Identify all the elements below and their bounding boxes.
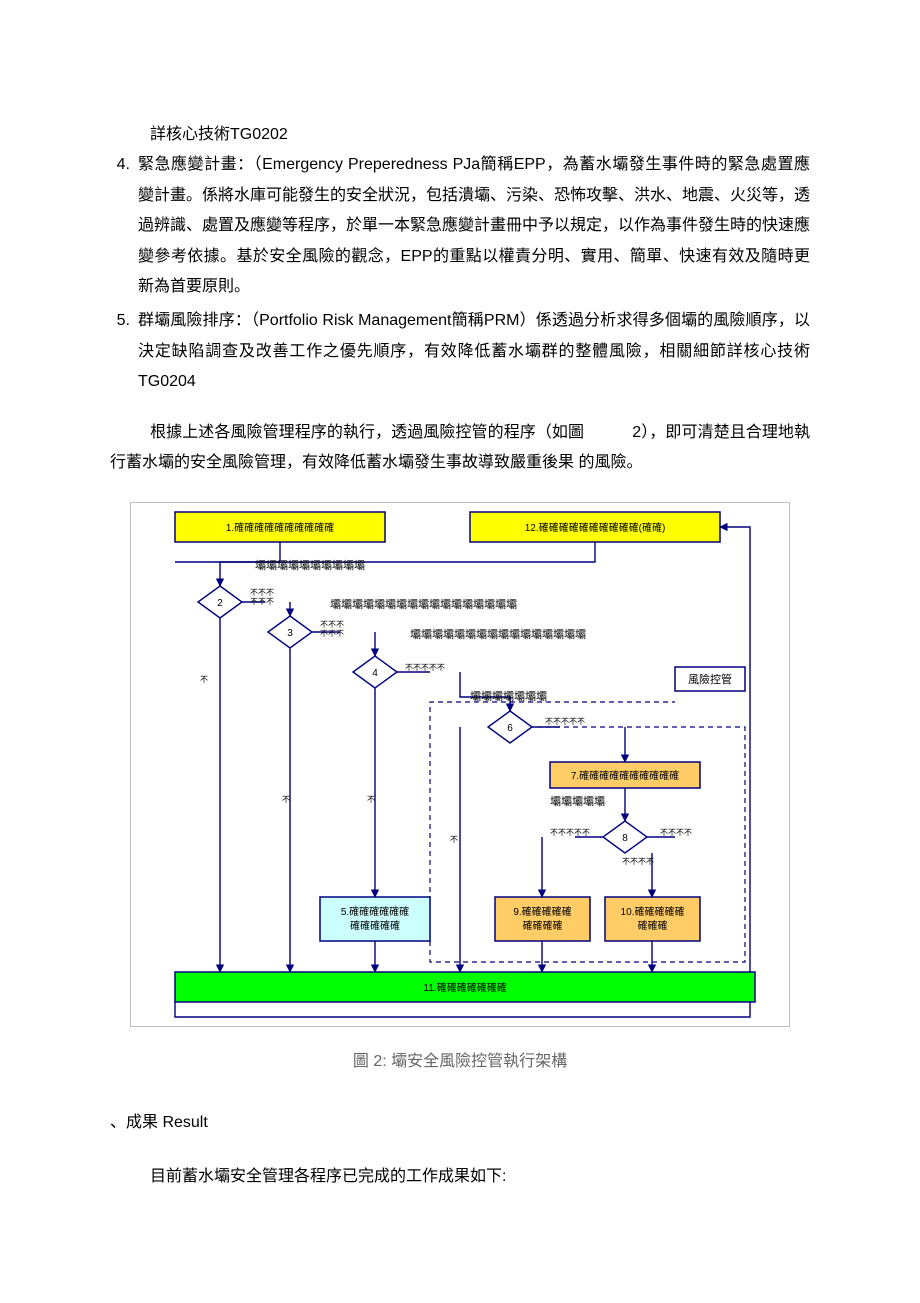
svg-text:不: 不 xyxy=(367,795,375,804)
list-item: 5. 群壩風險排序：（Portfolio Risk Management簡稱PR… xyxy=(110,306,810,397)
flowchart-svg: 1.確確確確確確確確確確 12.確確確確確確確確確確(確確) 風險控管 7.確確確確確… xyxy=(130,502,790,1027)
svg-text:不: 不 xyxy=(200,675,208,684)
svg-text:6: 6 xyxy=(507,723,513,734)
svg-text:12.確確確確確確確確確確(確確): 12.確確確確確確確確確確(確確) xyxy=(525,521,666,534)
figure-caption: 圖 2: 壩安全風險控管執行架構 xyxy=(110,1047,810,1077)
svg-text:11.確確確確確確確: 11.確確確確確確確 xyxy=(423,981,506,994)
svg-text:不不不不不: 不不不不不 xyxy=(405,663,445,672)
list-item-number: 5. xyxy=(110,306,138,397)
svg-text:2: 2 xyxy=(217,598,223,609)
list-item: 4. 緊急應變計畫：（Emergency Preperedness PJa簡稱E… xyxy=(110,150,810,302)
svg-text:壩壩壩壩壩: 壩壩壩壩壩 xyxy=(550,795,605,808)
list-item-text: 群壩風險排序：（Portfolio Risk Management簡稱PRM）係… xyxy=(138,306,810,397)
figure-2: 1.確確確確確確確確確確 12.確確確確確確確確確確(確確) 風險控管 7.確確確確確… xyxy=(110,502,810,1027)
svg-text:4: 4 xyxy=(372,668,378,679)
svg-text:壩壩壩壩壩壩壩壩壩壩壩壩壩壩壩壩: 壩壩壩壩壩壩壩壩壩壩壩壩壩壩壩壩 xyxy=(410,628,586,641)
svg-text:壩壩壩壩壩壩壩壩壩壩壩壩壩壩壩壩壩: 壩壩壩壩壩壩壩壩壩壩壩壩壩壩壩壩壩 xyxy=(330,598,517,611)
svg-text:不不不不不: 不不不不不 xyxy=(545,717,585,726)
svg-text:不不不不: 不不不不 xyxy=(622,857,654,866)
svg-text:確確確確確: 確確確確確 xyxy=(350,919,400,932)
svg-text:風險控管: 風險控管 xyxy=(688,672,732,686)
svg-text:7.確確確確確確確確確確: 7.確確確確確確確確確確 xyxy=(571,769,679,782)
list-item-number: 4. xyxy=(110,150,138,302)
svg-text:9.確確確確確: 9.確確確確確 xyxy=(513,905,571,918)
section-title: 、成果 Result xyxy=(110,1108,810,1138)
pre-line: 詳核心技術TG0202 xyxy=(150,120,810,150)
svg-text:壩壩壩壩壩壩壩壩壩壩: 壩壩壩壩壩壩壩壩壩壩 xyxy=(255,559,365,572)
numbered-list: 4. 緊急應變計畫：（Emergency Preperedness PJa簡稱E… xyxy=(110,150,810,397)
svg-text:3: 3 xyxy=(287,628,293,639)
svg-text:不: 不 xyxy=(282,795,290,804)
svg-text:不不不: 不不不 xyxy=(250,597,274,606)
svg-text:確確確: 確確確 xyxy=(638,919,668,932)
paragraph-text: 根據上述各風險管理程序的執行，透過風險控管的程序（如圖 2），即可清楚且合理地執… xyxy=(110,424,810,471)
svg-text:不不不: 不不不 xyxy=(320,629,344,638)
svg-text:不不不不不: 不不不不不 xyxy=(550,828,590,837)
pre-line-text: 詳核心技術TG0202 xyxy=(150,126,288,143)
svg-text:8: 8 xyxy=(622,833,628,844)
body-paragraph: 根據上述各風險管理程序的執行，透過風險控管的程序（如圖 2），即可清楚且合理地執… xyxy=(110,418,810,479)
svg-text:壩壩壩壩壩壩壩: 壩壩壩壩壩壩壩 xyxy=(470,690,547,703)
svg-text:5.確確確確確確: 5.確確確確確確 xyxy=(341,905,409,918)
svg-text:不: 不 xyxy=(450,835,458,844)
svg-text:不不不不: 不不不不 xyxy=(660,828,692,837)
list-item-text: 緊急應變計畫：（Emergency Preperedness PJa簡稱EPP，… xyxy=(138,150,810,302)
svg-text:不不不: 不不不 xyxy=(320,620,344,629)
svg-text:不不不: 不不不 xyxy=(250,588,274,597)
svg-text:10.確確確確確: 10.確確確確確 xyxy=(621,905,685,918)
svg-text:1.確確確確確確確確確確: 1.確確確確確確確確確確 xyxy=(226,521,334,534)
closing-paragraph: 目前蓄水壩安全管理各程序已完成的工作成果如下: xyxy=(150,1162,810,1192)
svg-text:確確確確: 確確確確 xyxy=(523,919,563,932)
